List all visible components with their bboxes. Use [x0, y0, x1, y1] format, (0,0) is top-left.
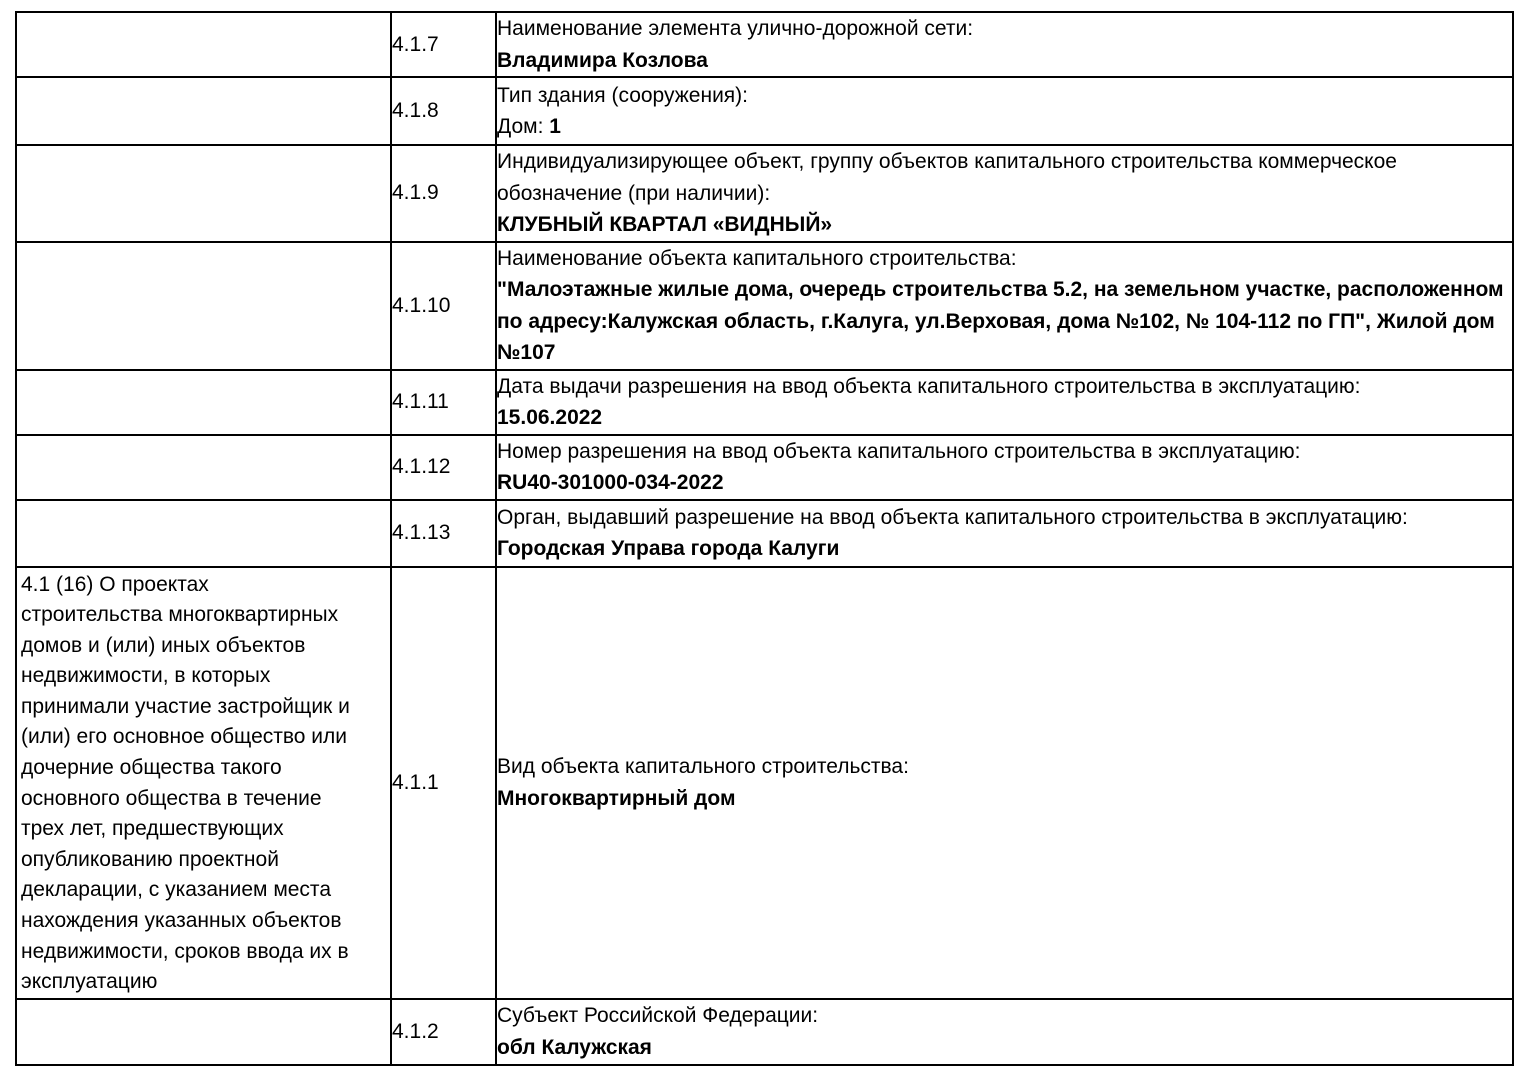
row-number: 4.1.8 — [390, 76, 497, 146]
table-row: 4.1.10 Наименование объекта капитального… — [15, 240, 1514, 371]
row-number: 4.1.10 — [390, 240, 497, 371]
field-label: Субъект Российской Федерации: — [497, 1004, 819, 1028]
field-label: Дата выдачи разрешения на ввод объекта к… — [497, 374, 1361, 398]
row-content-cell: Субъект Российской Федерации: обл Калужс… — [495, 997, 1514, 1066]
table-row: 4.1.12 Номер разрешения на ввод объекта … — [15, 433, 1514, 501]
row-content-cell: Дата выдачи разрешения на ввод объекта к… — [495, 368, 1514, 436]
section-empty-cell — [15, 498, 392, 568]
row-content-cell: Вид объекта капитального строительства: … — [495, 565, 1514, 1000]
table-row: 4.1.2 Субъект Российской Федерации: обл … — [15, 997, 1514, 1066]
field-value: RU40-301000-034-2022 — [497, 471, 724, 494]
field-label: Орган, выдавший разрешение на ввод объек… — [497, 505, 1408, 529]
field-value: КЛУБНЫЙ КВАРТАЛ «ВИДНЫЙ» — [497, 213, 833, 236]
field-label: Вид объекта капитального строительства: — [497, 755, 909, 779]
row-content-cell: Тип здания (сооружения): Дом: 1 — [495, 76, 1514, 146]
field-value: "Малоэтажные жилые дома, очередь строите… — [497, 278, 1504, 364]
field-value: Городская Управа города Калуги — [497, 537, 840, 560]
row-content-cell: Орган, выдавший разрешение на ввод объек… — [495, 498, 1514, 568]
row-number: 4.1.9 — [390, 144, 497, 243]
field-value: Владимира Козлова — [497, 48, 708, 72]
field-label: Индивидуализирующее объект, группу объек… — [497, 150, 1397, 205]
section-label-cell: 4.1 (16) О проектах строительства многок… — [15, 565, 392, 1000]
field-label: Наименование элемента улично-дорожной се… — [497, 17, 974, 40]
row-number: 4.1.2 — [390, 997, 497, 1066]
section-empty-cell — [15, 11, 392, 78]
section-empty-cell — [15, 368, 392, 436]
section-empty-cell — [15, 997, 392, 1066]
field-value-prefix: Дом: — [497, 115, 550, 138]
field-label: Номер разрешения на ввод объекта капитал… — [497, 439, 1301, 463]
row-number: 4.1.12 — [390, 433, 497, 501]
section-empty-cell — [15, 144, 392, 243]
table-row: 4.1.7 Наименование элемента улично-дорож… — [15, 11, 1514, 78]
row-number: 4.1.13 — [390, 498, 497, 568]
row-number: 4.1.7 — [390, 11, 497, 78]
field-label: Наименование объекта капитального строит… — [497, 246, 1017, 270]
field-value: обл Калужская — [497, 1035, 652, 1059]
project-declaration-table: 4.1.7 Наименование элемента улично-дорож… — [15, 11, 1514, 1066]
field-value: Многоквартирный дом — [497, 786, 736, 810]
table-row: 4.1.13 Орган, выдавший разрешение на вво… — [15, 498, 1514, 568]
section-empty-cell — [15, 433, 392, 501]
row-number: 4.1.1 — [390, 565, 497, 1000]
table-row: 4.1.11 Дата выдачи разрешения на ввод об… — [15, 368, 1514, 436]
row-content-cell: Наименование элемента улично-дорожной се… — [495, 11, 1514, 78]
row-content-cell: Индивидуализирующее объект, группу объек… — [495, 144, 1514, 243]
row-content-cell: Наименование объекта капитального строит… — [495, 240, 1514, 371]
table-row: 4.1.9 Индивидуализирующее объект, группу… — [15, 144, 1514, 243]
field-value: 15.06.2022 — [497, 406, 603, 429]
table-row: 4.1 (16) О проектах строительства многок… — [15, 565, 1514, 1000]
section-empty-cell — [15, 76, 392, 146]
row-content-cell: Номер разрешения на ввод объекта капитал… — [495, 433, 1514, 501]
row-number: 4.1.11 — [390, 368, 497, 436]
field-value: 1 — [549, 115, 561, 138]
section-empty-cell — [15, 240, 392, 371]
field-value-line: Дом: 1 — [497, 111, 1511, 143]
table-row: 4.1.8 Тип здания (сооружения): Дом: 1 — [15, 76, 1514, 146]
field-label: Тип здания (сооружения): — [497, 83, 748, 107]
